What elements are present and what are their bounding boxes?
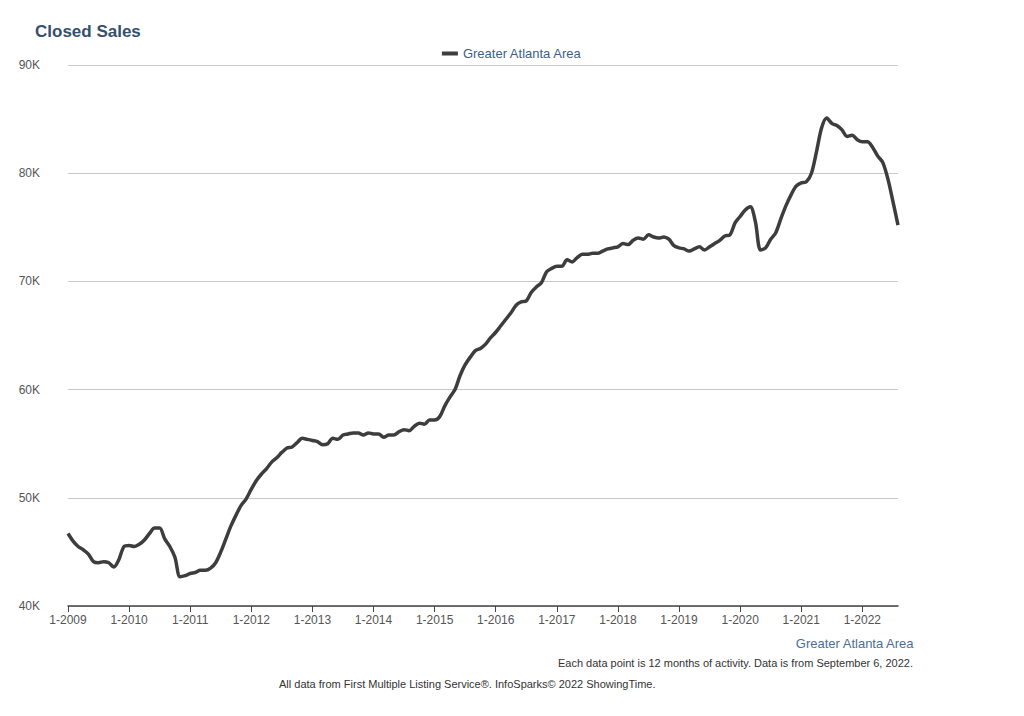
svg-text:1-2014: 1-2014: [355, 613, 393, 627]
svg-text:1-2019: 1-2019: [660, 613, 698, 627]
svg-text:1-2013: 1-2013: [294, 613, 332, 627]
svg-text:70K: 70K: [19, 274, 40, 288]
svg-text:50K: 50K: [19, 491, 40, 505]
svg-text:1-2011: 1-2011: [172, 613, 209, 627]
svg-text:1-2010: 1-2010: [110, 613, 148, 627]
svg-text:Closed Sales: Closed Sales: [35, 22, 141, 41]
svg-text:Greater Atlanta Area: Greater Atlanta Area: [796, 636, 915, 651]
svg-text:All data from First Multiple L: All data from First Multiple Listing Ser…: [279, 678, 656, 690]
svg-text:Greater Atlanta Area: Greater Atlanta Area: [463, 46, 582, 61]
svg-text:1-2017: 1-2017: [538, 613, 576, 627]
svg-text:80K: 80K: [19, 166, 40, 180]
svg-text:1-2021: 1-2021: [783, 613, 821, 627]
svg-text:1-2018: 1-2018: [599, 613, 637, 627]
svg-text:40K: 40K: [19, 599, 40, 613]
svg-text:90K: 90K: [19, 58, 40, 72]
svg-text:1-2020: 1-2020: [721, 613, 759, 627]
svg-text:1-2016: 1-2016: [477, 613, 515, 627]
svg-text:1-2012: 1-2012: [233, 613, 271, 627]
svg-text:1-2009: 1-2009: [49, 613, 87, 627]
svg-text:60K: 60K: [19, 383, 40, 397]
svg-text:Each data point is 12 months o: Each data point is 12 months of activity…: [558, 657, 913, 669]
svg-text:1-2022: 1-2022: [844, 613, 882, 627]
svg-text:1-2015: 1-2015: [416, 613, 454, 627]
